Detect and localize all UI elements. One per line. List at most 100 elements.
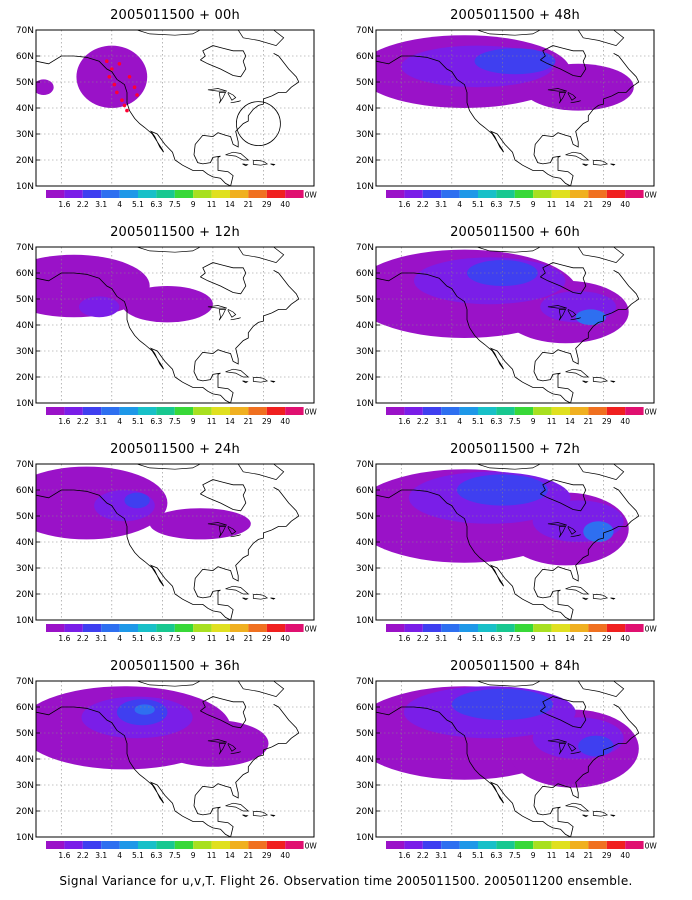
colorbar-swatch — [266, 841, 286, 849]
colorbar-label: 5.1 — [132, 851, 144, 860]
colorbar-end-label: 0W — [645, 408, 658, 417]
colorbar-label: 29 — [262, 634, 272, 643]
lake-outline — [558, 743, 567, 755]
coastline — [237, 30, 285, 46]
colorbar-swatch — [551, 190, 570, 198]
island-outline — [592, 377, 609, 383]
coastline — [237, 247, 285, 263]
island-outline — [225, 585, 250, 595]
coastline — [193, 704, 300, 837]
variance-contour — [149, 508, 251, 540]
colorbar-swatch — [422, 841, 442, 849]
colorbar-label: 7.5 — [509, 417, 521, 426]
island-outline — [610, 597, 616, 600]
panel-12h: 2005011500 + 12h 70N 60N 50N 40N 30N 20N 10N 1.… — [10, 225, 340, 435]
colorbar-label: 4 — [117, 634, 122, 643]
colorbar-swatch — [625, 190, 644, 198]
variance-contour — [36, 79, 54, 95]
y-tick-label: 70N — [356, 243, 374, 253]
colorbar-label: 4 — [117, 851, 122, 860]
colorbar-label: 7.5 — [509, 200, 521, 209]
colorbar-label: 4 — [117, 417, 122, 426]
colorbar-swatch — [441, 407, 460, 415]
panel-title: 2005011500 + 12h — [110, 225, 240, 240]
lake-outline — [567, 526, 577, 535]
colorbar-label: 21 — [244, 634, 254, 643]
colorbar-swatch — [606, 841, 626, 849]
variance-contour — [134, 704, 155, 715]
y-tick-label: 50N — [356, 512, 374, 522]
map-plot: 70N 60N 50N 40N 30N 20N 10N 1.6 2.2 3.1 4 5.1 6.3 7.5… — [356, 26, 658, 209]
island-outline — [582, 814, 589, 818]
map-plot: 70N 60N 50N 40N 30N 20N 10N 1.6 2.2 3.1 4 5.1 6.3 7.5… — [16, 677, 318, 860]
colorbar-label: 2.2 — [77, 851, 89, 860]
colorbar-label: 29 — [602, 417, 612, 426]
colorbar-label: 29 — [262, 851, 272, 860]
colorbar-label: 40 — [620, 200, 630, 209]
colorbar-swatch — [551, 624, 570, 632]
lake-outline — [218, 743, 227, 755]
colorbar-label: 21 — [584, 634, 594, 643]
y-tick-label: 60N — [16, 269, 34, 279]
colorbar-swatch — [193, 407, 212, 415]
colorbar-swatch — [533, 190, 552, 198]
colorbar-swatch — [459, 407, 478, 415]
coastline — [533, 53, 640, 186]
colorbar-label: 3.1 — [95, 851, 107, 860]
colorbar-swatch — [285, 841, 304, 849]
variance-contour — [583, 521, 614, 542]
map-content — [36, 30, 314, 186]
colorbar-label: 1.6 — [398, 634, 410, 643]
colorbar-label: 9 — [191, 634, 196, 643]
coastline — [533, 704, 640, 837]
panel-title: 2005011500 + 72h — [450, 442, 580, 457]
colorbar-swatch — [46, 190, 65, 198]
coastline — [36, 272, 231, 403]
colorbar-swatch — [101, 407, 120, 415]
colorbar-swatch — [211, 190, 230, 198]
panel-title: 2005011500 + 24h — [110, 442, 240, 457]
colorbar-label: 40 — [620, 851, 630, 860]
y-tick-label: 70N — [356, 460, 374, 470]
y-tick-label: 70N — [16, 677, 34, 687]
colorbar-swatch — [478, 190, 497, 198]
y-tick-label: 50N — [356, 295, 374, 305]
colorbar-swatch — [266, 624, 286, 632]
colorbar-label: 21 — [244, 200, 254, 209]
y-tick-label: 20N — [16, 807, 34, 817]
map-plot: 70N 60N 50N 40N 30N 20N 10N 1.6 2.2 3.1 4 5.1 6.3 7.5… — [16, 460, 318, 643]
lake-outline — [207, 305, 227, 309]
colorbar-swatch — [588, 190, 607, 198]
coastline — [136, 681, 201, 687]
colorbar-label: 11 — [547, 851, 557, 860]
coastline — [540, 262, 587, 295]
colorbar-swatch — [533, 407, 552, 415]
panel-title: 2005011500 + 48h — [450, 8, 580, 23]
colorbar-swatch — [625, 624, 644, 632]
lake-outline — [547, 305, 567, 309]
colorbar-label: 9 — [191, 417, 196, 426]
colorbar-swatch — [138, 190, 157, 198]
y-tick-label: 40N — [356, 755, 374, 765]
colorbar-label: 9 — [531, 417, 536, 426]
coastline — [540, 696, 587, 729]
colorbar-label: 40 — [280, 634, 290, 643]
colorbar-label: 5.1 — [132, 634, 144, 643]
colorbar-swatch — [248, 407, 267, 415]
y-tick-label: 10N — [16, 616, 34, 626]
colorbar-swatch — [156, 841, 175, 849]
colorbar-swatch — [588, 624, 607, 632]
map-plot: 70N 60N 50N 40N 30N 20N 10N 1.6 2.2 3.1 4 5.1 6.3 7.5… — [16, 243, 318, 426]
island-outline — [242, 380, 249, 384]
coastline — [577, 247, 625, 263]
colorbar-end-label: 0W — [305, 625, 318, 634]
coastline — [533, 270, 640, 403]
y-tick-label: 30N — [356, 130, 374, 140]
coastline — [136, 247, 201, 253]
colorbar-swatch — [230, 407, 249, 415]
y-tick-label: 40N — [356, 321, 374, 331]
colorbar-label: 40 — [620, 417, 630, 426]
variance-contour — [456, 474, 548, 506]
variance-contour — [121, 286, 213, 323]
colorbar-swatch — [404, 624, 423, 632]
